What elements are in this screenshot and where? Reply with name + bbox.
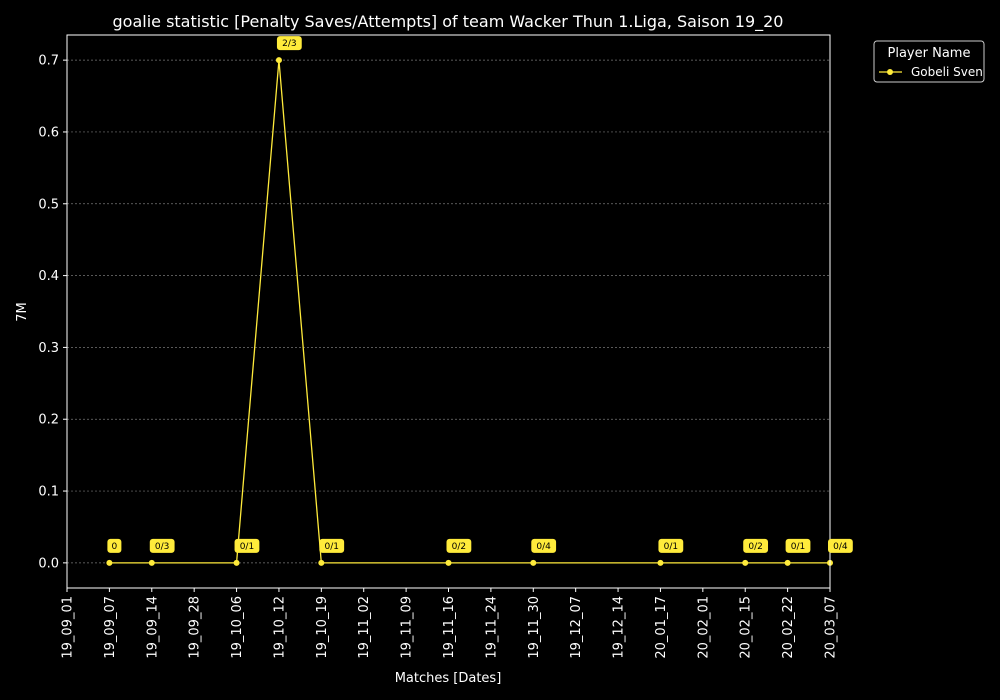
y-tick-label: 0.1 [38, 485, 59, 500]
data-label-box [234, 538, 260, 553]
y-tick-label: 0.7 [38, 54, 59, 69]
data-label: 0/1 [791, 542, 805, 552]
data-point [445, 559, 452, 566]
data-label-box [149, 538, 175, 553]
data-label: 0/4 [536, 542, 551, 552]
x-tick-label: 19_09_01 [61, 596, 76, 659]
x-tick-label: 19_11_02 [357, 596, 372, 659]
y-axis: 0.0 0.1 0.2 0.3 0.4 0.5 0.6 0.7 [38, 54, 67, 571]
data-labels: 0 0/3 0/1 2/3 0/1 0/2 0/4 0/1 0/2 0/1 0/4 [107, 36, 853, 553]
x-tick-label: 19_11_09 [400, 596, 415, 659]
x-tick-label: 20_01_17 [654, 596, 669, 659]
y-tick-label: 0.6 [38, 125, 59, 140]
data-point [657, 559, 664, 566]
data-point [784, 559, 791, 566]
data-label-box [785, 538, 811, 553]
x-tick-label: 19_10_06 [230, 596, 245, 659]
x-tick-label: 19_09_14 [145, 596, 160, 659]
y-tick-label: 0.0 [38, 556, 59, 571]
data-label-box [828, 538, 853, 553]
data-label: 0/2 [452, 542, 466, 552]
y-axis-label: 7M [15, 302, 30, 322]
y-tick-label: 0.3 [38, 341, 59, 356]
x-tick-label: 20_02_15 [739, 596, 754, 659]
x-tick-label: 20_02_22 [781, 596, 796, 659]
x-tick-label: 20_02_01 [696, 596, 711, 659]
legend-title: Player Name [888, 46, 971, 61]
data-label: 0/1 [240, 542, 254, 552]
data-point [530, 559, 537, 566]
series-layer [106, 57, 833, 566]
x-tick-label: 19_12_07 [569, 596, 584, 659]
data-point [318, 559, 325, 566]
x-tick-label: 19_12_14 [612, 596, 627, 659]
y-tick-label: 0.5 [38, 197, 59, 212]
legend-marker [887, 69, 893, 75]
x-tick-label: 19_11_24 [484, 596, 499, 659]
grid [67, 59, 830, 564]
x-tick-label: 19_10_12 [272, 596, 287, 659]
x-tick-label: 19_09_07 [103, 596, 118, 659]
data-label: 0/2 [748, 542, 762, 552]
plot-frame [66, 34, 831, 589]
x-tick-label: 19_11_30 [527, 596, 542, 659]
data-point [106, 559, 113, 566]
data-point [233, 559, 240, 566]
data-label: 0/1 [324, 542, 338, 552]
data-label-box [743, 538, 769, 553]
x-tick-label: 19_09_28 [188, 596, 203, 659]
data-label: 2/3 [282, 39, 296, 49]
data-label-box [107, 538, 122, 553]
legend-entry: Gobeli Sven [911, 65, 983, 79]
data-label-box [446, 538, 472, 553]
data-label-box [319, 538, 345, 553]
x-axis-label: Matches [Dates] [395, 671, 502, 686]
x-tick-label: 19_10_19 [315, 596, 330, 659]
data-label: 0/4 [833, 542, 848, 552]
data-label: 0/1 [664, 542, 678, 552]
chart-title: goalie statistic [Penalty Saves/Attempts… [113, 12, 784, 32]
data-point [275, 57, 282, 64]
x-axis: 19_09_01 19_09_07 19_09_14 19_09_28 19_10_06… [61, 588, 839, 659]
x-tick-label: 19_11_16 [442, 596, 457, 659]
y-tick-label: 0.4 [38, 269, 59, 284]
x-tick-label: 20_03_07 [824, 596, 839, 659]
data-label-box [531, 538, 557, 553]
series-line [109, 60, 830, 564]
data-point [148, 559, 155, 566]
legend: Player Name Gobeli Sven [873, 40, 985, 83]
y-tick-label: 0.2 [38, 413, 59, 428]
data-label-box [276, 36, 302, 51]
data-label: 0/3 [155, 542, 169, 552]
data-point [742, 559, 749, 566]
data-label: 0 [112, 542, 118, 552]
data-label-box [658, 538, 684, 553]
